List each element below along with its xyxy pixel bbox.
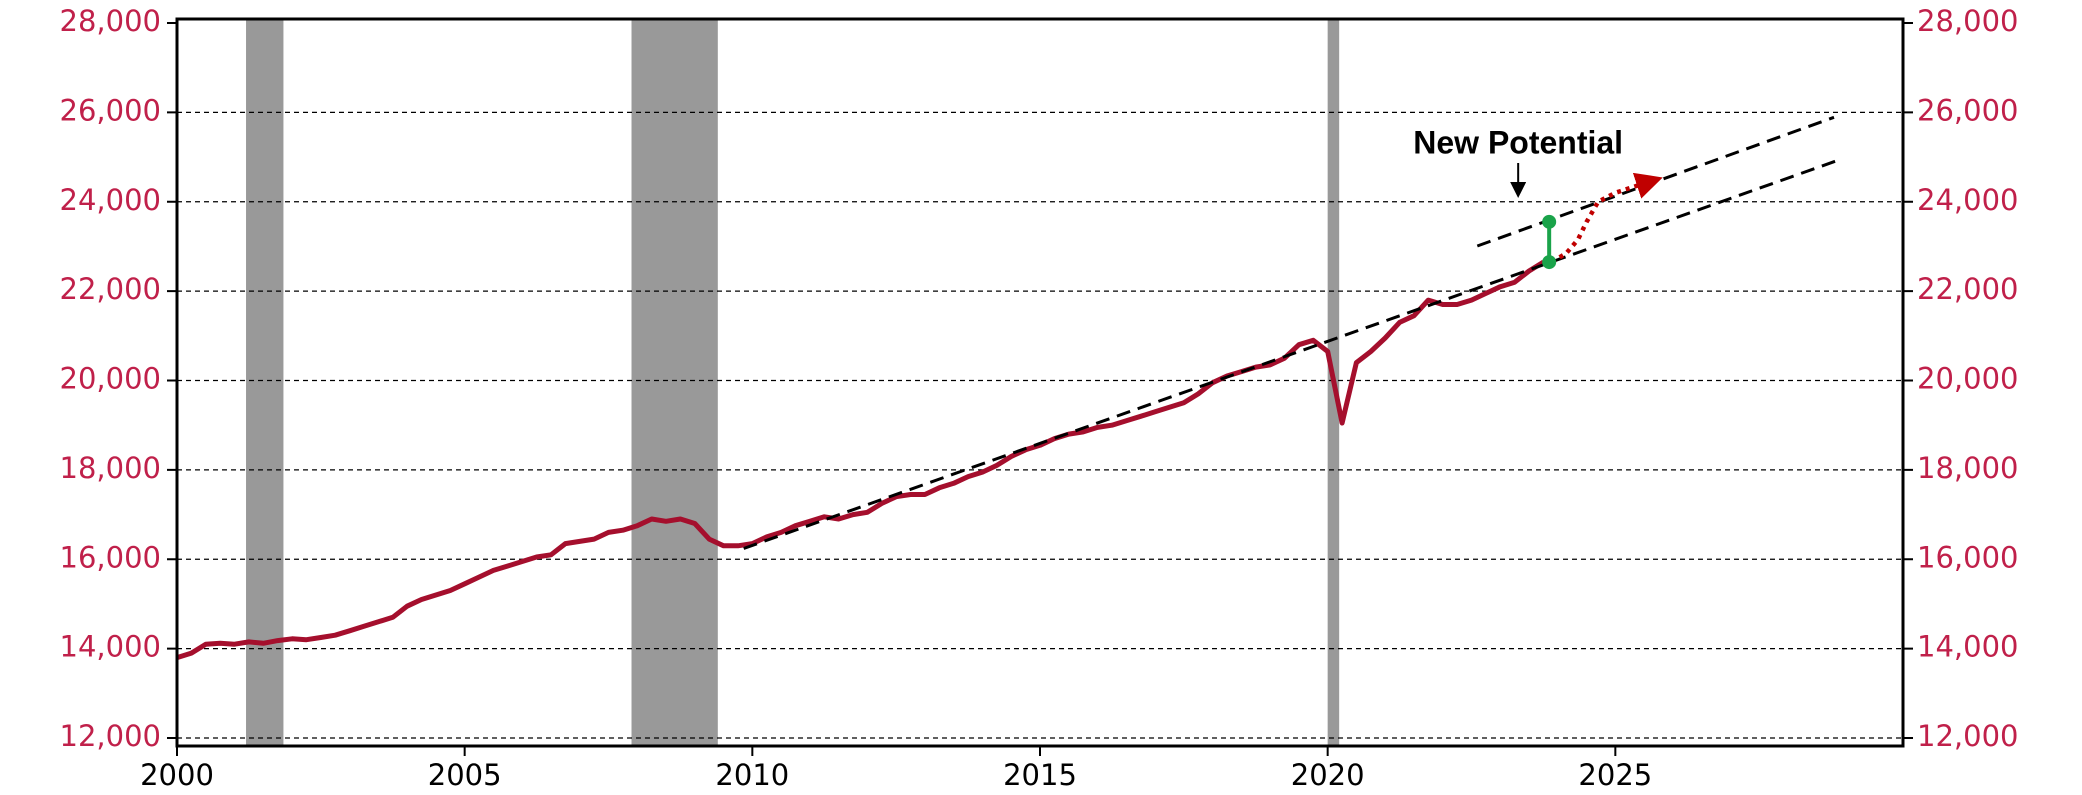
y-tick-label: 18,000 — [60, 451, 161, 485]
x-tick-label: 2005 — [428, 758, 502, 792]
x-tick-label: 2020 — [1291, 758, 1365, 792]
series — [176, 115, 1841, 660]
gap-end — [1542, 214, 1557, 229]
y-tick-label: 24,000 — [60, 183, 161, 217]
y-tick-label: 20,000 — [60, 362, 161, 396]
annotation: New Potential — [1413, 124, 1623, 160]
y2-tick-label: 18,000 — [1917, 451, 2018, 485]
y2-tick-label: 26,000 — [1917, 93, 2018, 127]
y-tick-label: 12,000 — [60, 719, 161, 753]
y-tick-label: 28,000 — [60, 4, 161, 38]
x-tick-label: 2000 — [140, 758, 214, 792]
y-tick-label: 14,000 — [60, 630, 161, 664]
series-line — [176, 259, 1545, 660]
plot-frame — [175, 17, 1905, 748]
x-tick-label: 2025 — [1578, 758, 1652, 792]
recession-shading — [246, 19, 1340, 746]
y-tick-label: 26,000 — [60, 93, 161, 127]
y2-tick-label: 22,000 — [1917, 272, 2018, 306]
y2-tick-label: 24,000 — [1917, 183, 2018, 217]
recession-band — [631, 19, 718, 746]
axes: 12,000 14,000 16,000 18,000 20,000 22,000 24,0… — [60, 4, 2019, 792]
series-line — [1550, 172, 1663, 265]
x-tick-label: 2010 — [715, 758, 789, 792]
y2-tick-label: 20,000 — [1917, 362, 2018, 396]
y-tick-label: 22,000 — [60, 272, 161, 306]
grid — [177, 111, 1903, 739]
recession-band — [246, 19, 284, 746]
series-line — [743, 158, 1841, 550]
y-tick-label: 16,000 — [60, 540, 161, 574]
x-tick-label: 2015 — [1003, 758, 1077, 792]
y2-tick-label: 28,000 — [1917, 4, 2018, 38]
y2-tick-label: 12,000 — [1917, 719, 2018, 753]
y2-tick-label: 14,000 — [1917, 630, 2018, 664]
gap-end — [1542, 255, 1557, 270]
y2-tick-label: 16,000 — [1917, 540, 2018, 574]
